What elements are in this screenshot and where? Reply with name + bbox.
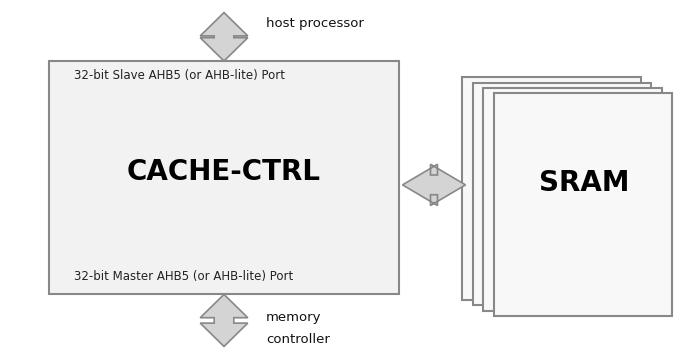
Bar (473, 83, 651, 305)
Text: host processor: host processor (266, 17, 364, 30)
Bar (483, 88, 662, 311)
Text: 32-bit Master AHB5 (or AHB-lite) Port: 32-bit Master AHB5 (or AHB-lite) Port (74, 270, 293, 283)
Polygon shape (200, 294, 248, 346)
Text: SRAM: SRAM (539, 169, 630, 197)
Polygon shape (200, 13, 248, 61)
Text: controller: controller (266, 333, 330, 346)
Text: 32-bit Slave AHB5 (or AHB-lite) Port: 32-bit Slave AHB5 (or AHB-lite) Port (74, 69, 284, 82)
Bar (462, 77, 640, 300)
Text: CACHE-CTRL: CACHE-CTRL (127, 158, 321, 186)
Polygon shape (402, 164, 466, 205)
Bar (49, 61, 399, 294)
Text: memory: memory (266, 311, 321, 324)
Bar (494, 93, 672, 316)
